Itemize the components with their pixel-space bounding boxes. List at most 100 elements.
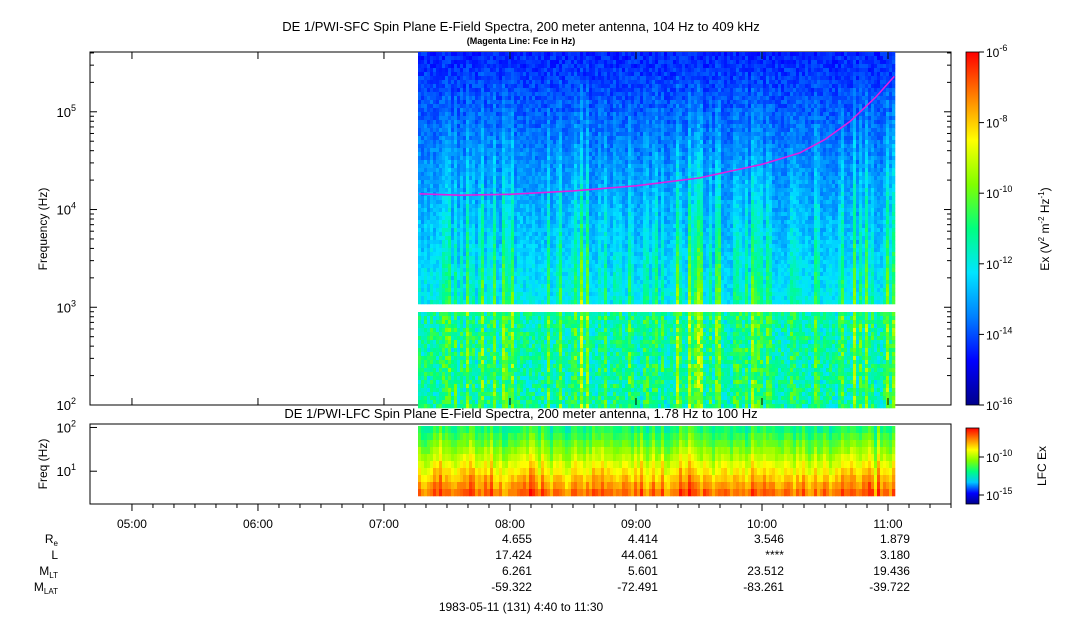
sfc-heat-cell bbox=[523, 352, 527, 357]
sfc-heat-cell bbox=[556, 244, 560, 249]
sfc-heat-cell bbox=[544, 120, 548, 125]
sfc-heat-cell bbox=[496, 216, 500, 221]
sfc-heat-cell bbox=[484, 116, 488, 121]
sfc-heat-cell bbox=[586, 136, 590, 141]
sfc-heat-cell bbox=[475, 136, 479, 141]
sfc-heat-cell bbox=[550, 192, 554, 197]
sfc-heat-cell bbox=[523, 176, 527, 181]
sfc-heat-cell bbox=[484, 188, 488, 193]
sfc-heat-cell bbox=[553, 168, 557, 173]
sfc-heat-cell bbox=[421, 284, 425, 289]
sfc-heat-cell bbox=[571, 140, 575, 145]
sfc-heat-cell bbox=[457, 124, 461, 129]
sfc-heat-cell bbox=[532, 276, 536, 281]
sfc-heat-cell bbox=[535, 56, 539, 61]
sfc-heat-cell bbox=[556, 204, 560, 209]
sfc-heat-cell bbox=[424, 384, 428, 389]
sfc-heat-cell bbox=[475, 100, 479, 105]
sfc-heat-cell bbox=[502, 216, 506, 221]
sfc-heat-cell bbox=[460, 340, 464, 345]
sfc-heat-cell bbox=[505, 216, 509, 221]
sfc-heat-cell bbox=[505, 312, 509, 317]
sfc-heat-cell bbox=[580, 312, 584, 317]
sfc-heat-cell bbox=[451, 388, 455, 393]
sfc-heat-cell bbox=[580, 152, 584, 157]
sfc-heat-cell bbox=[523, 296, 527, 301]
sfc-heat-cell bbox=[472, 84, 476, 89]
sfc-heat-cell bbox=[448, 140, 452, 145]
sfc-heat-cell bbox=[490, 76, 494, 81]
sfc-heat-cell bbox=[556, 248, 560, 253]
sfc-heatmap bbox=[418, 52, 896, 409]
sfc-heat-cell bbox=[583, 360, 587, 365]
sfc-heat-cell bbox=[457, 240, 461, 245]
sfc-heat-cell bbox=[472, 80, 476, 85]
sfc-heat-cell bbox=[535, 288, 539, 293]
sfc-heat-cell bbox=[496, 348, 500, 353]
sfc-heat-cell bbox=[421, 312, 425, 317]
sfc-heat-cell bbox=[490, 276, 494, 281]
sfc-heat-cell bbox=[478, 196, 482, 201]
sfc-heat-cell bbox=[562, 96, 566, 101]
sfc-heat-cell bbox=[493, 296, 497, 301]
sfc-heat-cell bbox=[553, 148, 557, 153]
sfc-heat-cell bbox=[589, 96, 593, 101]
sfc-heat-cell bbox=[457, 80, 461, 85]
sfc-heat-cell bbox=[475, 204, 479, 209]
sfc-heat-cell bbox=[430, 152, 434, 157]
sfc-heat-cell bbox=[556, 188, 560, 193]
sfc-heat-cell bbox=[457, 228, 461, 233]
sfc-heat-cell bbox=[424, 92, 428, 97]
sfc-heat-cell bbox=[586, 64, 590, 69]
sfc-heat-cell bbox=[532, 340, 536, 345]
sfc-heat-cell bbox=[532, 280, 536, 285]
sfc-heat-cell bbox=[430, 268, 434, 273]
sfc-heat-cell bbox=[568, 336, 572, 341]
sfc-heat-cell bbox=[535, 292, 539, 297]
sfc-heat-cell bbox=[466, 172, 470, 177]
sfc-heat-cell bbox=[583, 284, 587, 289]
sfc-heat-cell bbox=[433, 112, 437, 117]
sfc-heat-cell bbox=[520, 232, 524, 237]
sfc-heat-cell bbox=[472, 400, 476, 405]
sfc-heat-cell bbox=[553, 176, 557, 181]
sfc-heat-cell bbox=[460, 356, 464, 361]
sfc-heat-cell bbox=[538, 76, 542, 81]
sfc-heat-cell bbox=[424, 292, 428, 297]
sfc-heat-cell bbox=[529, 340, 533, 345]
sfc-heat-cell bbox=[556, 268, 560, 273]
sfc-heat-cell bbox=[556, 200, 560, 205]
sfc-heat-cell bbox=[568, 240, 572, 245]
sfc-heat-cell bbox=[481, 228, 485, 233]
sfc-heat-cell bbox=[424, 52, 428, 57]
sfc-heat-cell bbox=[556, 224, 560, 229]
sfc-heat-cell bbox=[463, 52, 467, 57]
sfc-heat-cell bbox=[556, 176, 560, 181]
sfc-heat-cell bbox=[421, 144, 425, 149]
sfc-heat-cell bbox=[505, 340, 509, 345]
sfc-heat-cell bbox=[547, 232, 551, 237]
sfc-heat-cell bbox=[445, 72, 449, 77]
sfc-heat-cell bbox=[577, 64, 581, 69]
sfc-heat-cell bbox=[538, 244, 542, 249]
sfc-heat-cell bbox=[472, 324, 476, 329]
sfc-heat-cell bbox=[472, 328, 476, 333]
sfc-heat-cell bbox=[502, 372, 506, 377]
sfc-heat-cell bbox=[562, 376, 566, 381]
sfc-heat-cell bbox=[517, 188, 521, 193]
sfc-heat-cell bbox=[454, 300, 458, 305]
sfc-heat-cell bbox=[583, 296, 587, 301]
sfc-heat-cell bbox=[529, 356, 533, 361]
sfc-heat-cell bbox=[493, 244, 497, 249]
sfc-heat-cell bbox=[478, 388, 482, 393]
sfc-heat-cell bbox=[496, 220, 500, 225]
sfc-heat-cell bbox=[466, 324, 470, 329]
sfc-heat-cell bbox=[508, 184, 512, 189]
sfc-heat-cell bbox=[418, 124, 422, 129]
sfc-heat-cell bbox=[574, 272, 578, 277]
sfc-heat-cell bbox=[529, 272, 533, 277]
sfc-heat-cell bbox=[499, 172, 503, 177]
sfc-heat-cell bbox=[547, 288, 551, 293]
sfc-heat-cell bbox=[430, 60, 434, 65]
sfc-heat-cell bbox=[535, 268, 539, 273]
